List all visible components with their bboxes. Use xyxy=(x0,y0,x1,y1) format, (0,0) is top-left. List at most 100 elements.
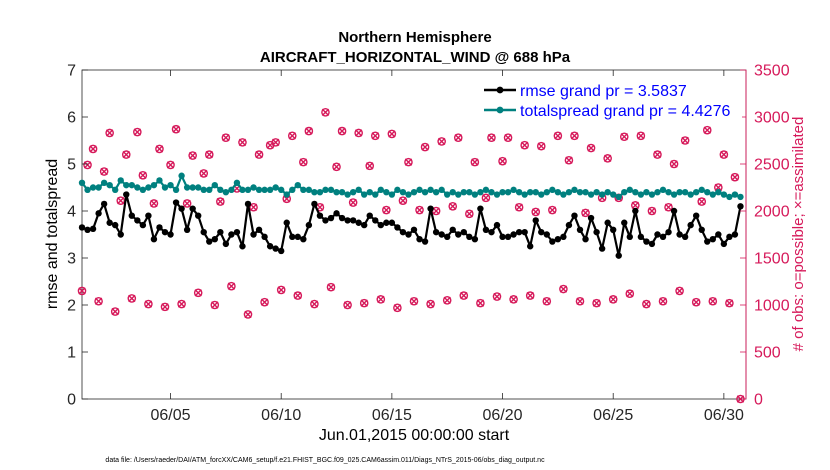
obs-assimilated-point xyxy=(150,199,158,208)
obs-assimilated-point xyxy=(260,298,269,306)
x-axis: 06/05 06/10 06/15 06/20 06/25 06/30 xyxy=(151,70,744,424)
obs-assimilated-point xyxy=(105,129,114,137)
rmse-point xyxy=(632,207,639,215)
totalspread-point xyxy=(300,186,307,194)
obs-assimilated-point xyxy=(437,137,446,146)
obs-assimilated-point xyxy=(266,141,274,149)
rmse-point xyxy=(493,221,501,229)
obs-possible-point xyxy=(564,155,574,165)
obs-possible-point xyxy=(653,150,662,159)
obs-assimilated-point xyxy=(587,144,595,152)
y2-tick-label: 3500 xyxy=(754,63,790,80)
obs-possible-point xyxy=(133,127,142,137)
obs-possible-point xyxy=(105,128,114,138)
totalspread-point xyxy=(355,186,362,194)
obs-assimilated-point xyxy=(709,297,717,305)
rmse-point xyxy=(344,217,351,224)
obs-possible-point xyxy=(110,307,120,316)
obs-possible-point xyxy=(310,299,319,309)
obs-possible-point xyxy=(420,142,430,152)
obs-assimilated-point xyxy=(255,150,263,159)
y-tick-label: 7 xyxy=(67,63,76,80)
obs-possible-point xyxy=(144,299,153,309)
rmse-point xyxy=(183,226,191,233)
rmse-point xyxy=(648,240,656,248)
totalspread-point xyxy=(504,189,512,196)
rmse-point xyxy=(112,221,119,229)
rmse-point xyxy=(499,233,506,241)
rmse-point xyxy=(654,231,661,238)
obs-assimilated-point xyxy=(659,297,667,305)
obs-possible-point xyxy=(664,202,673,212)
legend-totalspread-marker xyxy=(496,106,504,114)
totalspread-point xyxy=(322,186,329,194)
totalspread-point xyxy=(239,186,246,194)
totalspread-point xyxy=(549,186,556,194)
obs-assimilated-point xyxy=(128,294,136,303)
obs-possible-point xyxy=(492,292,502,301)
obs-possible-point xyxy=(293,291,303,300)
x-tick-label: 06/25 xyxy=(593,407,633,424)
obs-assimilated-point xyxy=(570,132,579,140)
obs-assimilated-point xyxy=(454,133,462,142)
rmse-point xyxy=(615,252,622,259)
rmse-point xyxy=(471,236,479,243)
obs-possible-point xyxy=(642,299,651,309)
obs-assimilated-point xyxy=(277,286,285,294)
obs-possible-point xyxy=(304,126,314,136)
rmse-point xyxy=(405,231,412,238)
obs-possible-point xyxy=(719,150,729,159)
rmse-point xyxy=(239,243,246,250)
totalspread-point xyxy=(156,177,163,184)
rmse-point xyxy=(560,233,567,241)
obs-possible-point xyxy=(116,196,126,205)
totalspread-point xyxy=(726,193,733,201)
totalspread-point xyxy=(388,191,396,198)
obs-assimilated-point xyxy=(305,127,313,135)
totalspread-point xyxy=(538,191,545,198)
obs-possible-point xyxy=(171,124,181,134)
obs-possible-point xyxy=(155,144,164,154)
rmse-point xyxy=(681,233,689,241)
obs-possible-point xyxy=(619,132,629,142)
totalspread-point xyxy=(311,189,318,196)
totalspread-point xyxy=(167,181,174,189)
obs-assimilated-point xyxy=(526,291,534,300)
rmse-point xyxy=(543,231,550,238)
totalspread-point xyxy=(361,191,368,198)
obs-possible-point xyxy=(669,159,679,169)
rmse-point xyxy=(388,219,396,226)
rmse-point xyxy=(394,224,401,231)
totalspread-point xyxy=(421,189,429,196)
rmse-point xyxy=(515,228,523,236)
totalspread-point xyxy=(715,189,722,196)
totalspread-point xyxy=(289,186,296,194)
totalspread-point xyxy=(593,189,600,196)
rmse-point xyxy=(322,217,329,224)
rmse-point xyxy=(582,236,589,243)
rmse-point xyxy=(504,233,512,241)
rmse-point xyxy=(698,226,705,233)
obs-possible-point xyxy=(476,298,485,308)
plot-area xyxy=(81,69,747,400)
totalspread-point xyxy=(344,191,351,198)
obs-possible-point xyxy=(160,302,170,312)
obs-possible-point xyxy=(498,156,507,166)
obs-assimilated-point xyxy=(144,300,153,308)
rmse-point xyxy=(532,217,539,224)
rmse-point xyxy=(283,219,290,226)
obs-possible-point xyxy=(691,297,701,307)
totalspread-point xyxy=(283,191,290,198)
obs-possible-point xyxy=(326,282,336,292)
totalspread-point xyxy=(178,172,185,179)
totalspread-point xyxy=(654,189,661,196)
totalspread-point xyxy=(515,189,523,196)
chart-subtitle: AIRCRAFT_HORIZONTAL_WIND @ 688 hPa xyxy=(260,49,571,66)
obs-assimilated-point xyxy=(653,150,662,159)
totalspread-point xyxy=(565,189,573,196)
rmse-point xyxy=(482,226,490,233)
rmse-point xyxy=(289,233,296,241)
obs-possible-point xyxy=(636,131,646,141)
obs-assimilated-point xyxy=(122,150,130,159)
obs-possible-point xyxy=(525,291,535,300)
